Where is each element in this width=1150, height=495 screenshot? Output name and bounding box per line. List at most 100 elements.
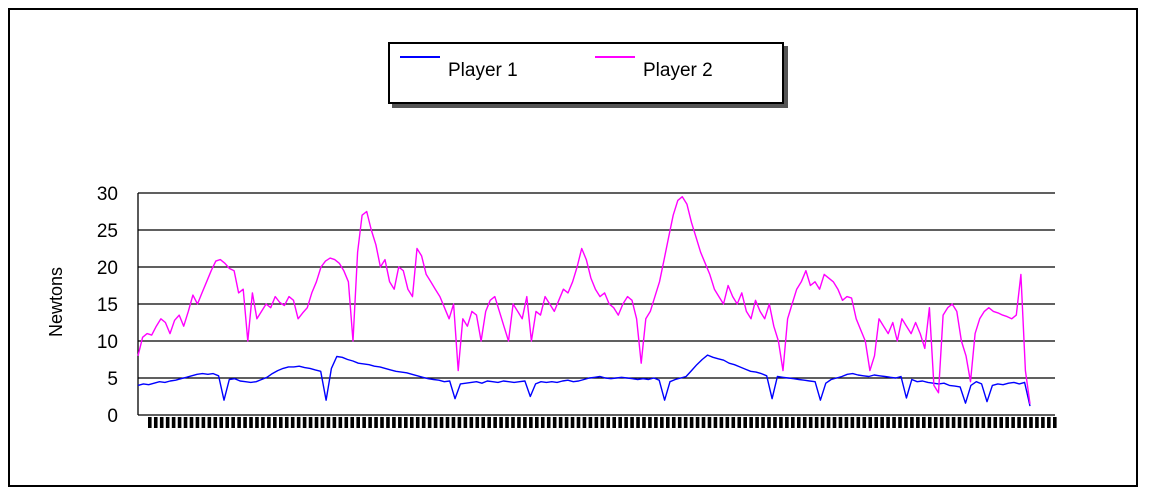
x-tick — [398, 417, 402, 428]
x-tick — [1017, 417, 1021, 428]
x-tick — [767, 417, 771, 428]
x-tick — [386, 417, 390, 428]
x-tick — [683, 417, 688, 428]
x-tick — [427, 417, 432, 428]
x-tick — [993, 417, 998, 428]
x-tick — [826, 417, 831, 428]
x-tick — [850, 417, 855, 428]
x-tick — [439, 417, 444, 428]
x-tick — [368, 417, 372, 428]
x-tick — [314, 417, 319, 428]
x-tick — [618, 417, 622, 428]
x-tick — [457, 417, 462, 428]
x-tick — [505, 417, 509, 428]
x-tick — [838, 417, 843, 428]
x-tick — [814, 417, 819, 428]
x-tick — [201, 417, 206, 428]
x-tick — [296, 417, 301, 428]
x-tick — [588, 417, 593, 428]
x-tick — [749, 417, 753, 428]
x-tick — [535, 417, 539, 428]
x-tick — [350, 417, 355, 428]
y-tick-label: 20 — [97, 258, 118, 279]
legend: Player 1 Player 2 — [388, 42, 784, 104]
x-tick — [356, 417, 360, 428]
x-tick — [755, 417, 759, 428]
x-tick — [493, 417, 497, 428]
y-tick-label: 30 — [97, 184, 118, 205]
x-tick — [957, 417, 962, 428]
x-tick — [231, 417, 235, 428]
x-tick — [880, 417, 884, 428]
x-tick — [820, 417, 825, 428]
x-tick — [654, 417, 658, 428]
x-tick — [511, 417, 515, 428]
legend-line-player-2 — [595, 56, 635, 58]
x-tick — [374, 417, 378, 428]
x-tick — [451, 417, 456, 428]
x-tick — [665, 417, 670, 428]
x-tick — [570, 417, 575, 428]
x-tick — [195, 417, 200, 428]
x-tick — [302, 417, 307, 428]
x-tick — [939, 417, 944, 428]
x-tick — [606, 417, 611, 428]
x-tick — [546, 417, 551, 428]
x-tick — [469, 417, 474, 428]
x-tick — [868, 417, 873, 428]
x-tick — [910, 417, 914, 428]
x-tick — [600, 417, 605, 428]
x-tick — [677, 417, 682, 428]
x-tick — [719, 417, 724, 428]
x-tick — [344, 417, 349, 428]
legend-label-player-1: Player 1 — [448, 60, 518, 81]
x-tick — [963, 417, 968, 428]
x-tick — [612, 417, 617, 428]
x-tick — [969, 417, 974, 428]
x-tick — [540, 417, 545, 428]
x-tick — [922, 417, 926, 428]
legend-line-player-1 — [400, 56, 440, 58]
x-tick — [999, 417, 1004, 428]
x-tick — [916, 417, 920, 428]
x-tick — [1047, 417, 1051, 428]
x-tick — [273, 417, 277, 428]
y-tick-label: 25 — [97, 221, 118, 242]
x-tick — [362, 417, 366, 428]
x-tick — [159, 417, 164, 428]
y-tick-label: 0 — [107, 406, 118, 427]
x-tick — [791, 417, 795, 428]
x-tick — [630, 417, 634, 428]
x-tick — [148, 417, 152, 428]
x-tick — [433, 417, 438, 428]
x-tick — [564, 417, 569, 428]
x-tick — [392, 417, 396, 428]
x-axis-ticks — [148, 417, 1057, 428]
x-tick — [695, 417, 700, 428]
x-tick — [1053, 417, 1057, 428]
x-tick — [177, 417, 182, 428]
x-tick — [332, 417, 337, 428]
x-tick — [648, 417, 652, 428]
x-tick — [743, 417, 747, 428]
x-tick — [243, 417, 247, 428]
x-tick — [945, 417, 950, 428]
x-tick — [487, 417, 491, 428]
series-line-player-2 — [137, 195, 1031, 404]
x-tick — [552, 417, 557, 428]
x-tick — [523, 417, 527, 428]
x-tick — [987, 417, 992, 428]
x-tick — [255, 417, 259, 428]
x-tick — [927, 417, 932, 428]
y-axis-label: Newtons — [46, 267, 66, 337]
x-tick — [642, 417, 646, 428]
x-tick — [862, 417, 867, 428]
x-tick — [671, 417, 676, 428]
x-tick — [731, 417, 736, 428]
x-tick — [898, 417, 902, 428]
x-tick — [761, 417, 765, 428]
x-tick — [701, 417, 706, 428]
x-tick — [267, 417, 271, 428]
x-tick — [785, 417, 789, 428]
